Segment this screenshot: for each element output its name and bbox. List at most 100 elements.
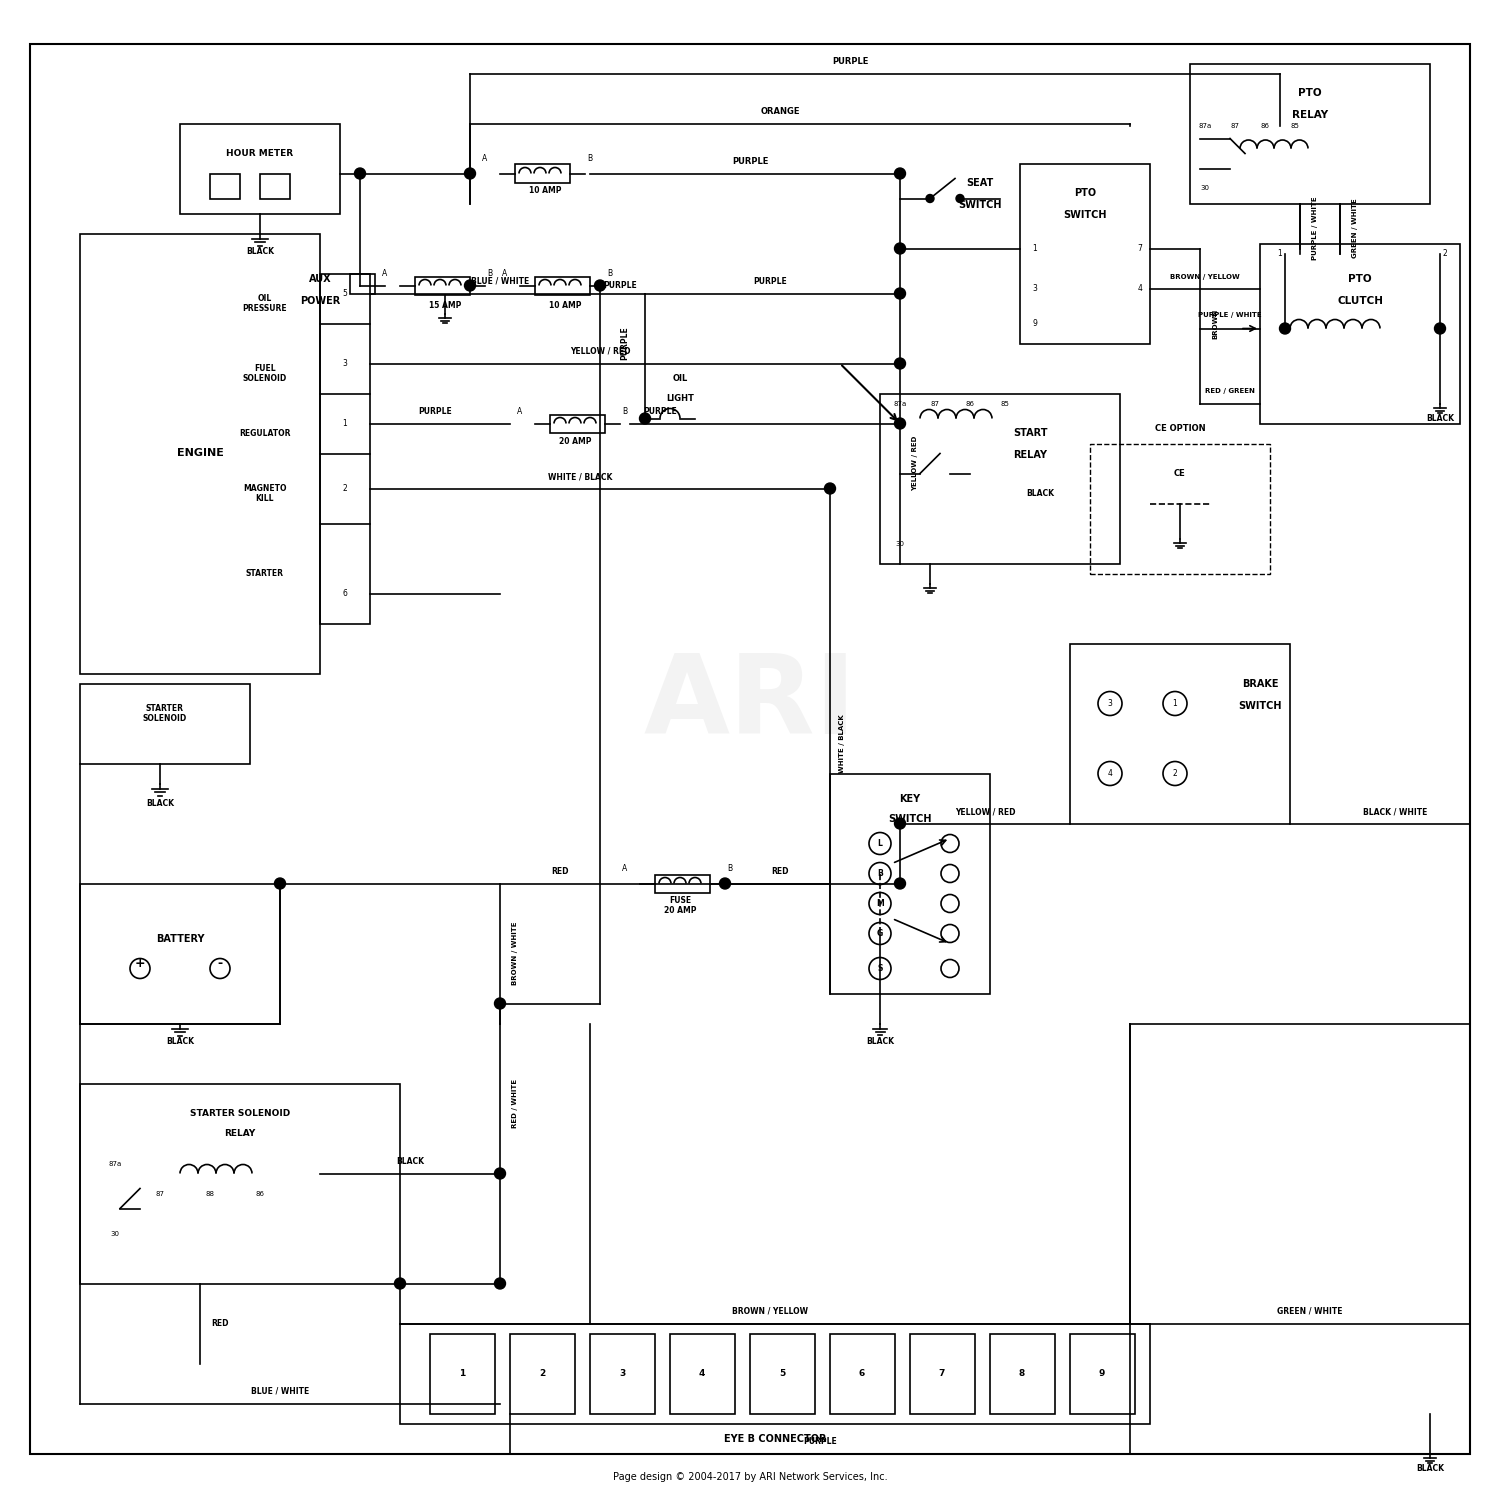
Text: 85: 85 <box>1000 401 1010 407</box>
Text: B: B <box>622 407 627 416</box>
Bar <box>350 273 375 294</box>
Text: BLACK: BLACK <box>865 1037 894 1046</box>
Text: 3: 3 <box>342 359 348 368</box>
Text: A: A <box>503 270 507 277</box>
Circle shape <box>894 818 906 829</box>
Text: 20 AMP: 20 AMP <box>558 437 591 446</box>
Circle shape <box>594 280 606 291</box>
Text: BROWN / YELLOW: BROWN / YELLOW <box>732 1307 809 1316</box>
Circle shape <box>720 879 730 889</box>
Text: BLACK: BLACK <box>166 1037 194 1046</box>
Bar <box>1020 163 1150 344</box>
Text: YELLOW / RED: YELLOW / RED <box>570 347 630 356</box>
Text: WHITE / BLACK: WHITE / BLACK <box>839 714 844 773</box>
Text: FUSE
20 AMP: FUSE 20 AMP <box>663 895 696 915</box>
Text: 3: 3 <box>1032 283 1038 292</box>
Text: OIL: OIL <box>672 374 687 383</box>
Text: BLUE / WHITE: BLUE / WHITE <box>471 277 530 286</box>
Bar <box>990 1334 1054 1414</box>
Circle shape <box>495 1278 506 1288</box>
Circle shape <box>1434 322 1446 335</box>
Bar <box>1070 643 1290 823</box>
Text: KEY: KEY <box>900 794 921 803</box>
Circle shape <box>274 879 285 889</box>
Circle shape <box>640 414 650 422</box>
Text: G: G <box>878 928 884 937</box>
Bar <box>536 276 590 294</box>
Text: RED: RED <box>211 1319 228 1328</box>
Bar <box>830 773 990 993</box>
Text: Page design © 2004-2017 by ARI Network Services, Inc.: Page design © 2004-2017 by ARI Network S… <box>612 1471 888 1481</box>
Bar <box>400 1323 1150 1424</box>
Text: 87: 87 <box>930 401 939 407</box>
Bar <box>656 874 710 892</box>
Text: OIL
PRESSURE: OIL PRESSURE <box>243 294 288 313</box>
Text: SWITCH: SWITCH <box>1064 211 1107 220</box>
Bar <box>80 684 251 764</box>
Text: SWITCH: SWITCH <box>1239 701 1281 710</box>
Text: 2: 2 <box>342 484 348 493</box>
Circle shape <box>956 194 964 202</box>
Bar <box>430 1334 495 1414</box>
Text: 10 AMP: 10 AMP <box>549 301 582 310</box>
Text: START: START <box>1013 428 1047 439</box>
Text: PURPLE: PURPLE <box>419 407 452 416</box>
Text: L: L <box>878 839 882 848</box>
Bar <box>590 1334 656 1414</box>
Text: PURPLE: PURPLE <box>603 280 638 289</box>
Text: 1: 1 <box>1173 699 1178 708</box>
Circle shape <box>894 288 906 298</box>
Text: M: M <box>876 900 884 909</box>
Bar <box>670 1334 735 1414</box>
Text: ENGINE: ENGINE <box>177 449 224 458</box>
Text: PTO: PTO <box>1348 273 1372 283</box>
Bar <box>180 124 340 214</box>
Bar <box>80 1084 401 1284</box>
Text: 86: 86 <box>255 1191 264 1197</box>
Text: YELLOW / RED: YELLOW / RED <box>954 808 1016 815</box>
Text: BLACK / WHITE: BLACK / WHITE <box>1364 808 1426 815</box>
Text: 30: 30 <box>111 1231 120 1237</box>
Text: RELAY: RELAY <box>1292 110 1328 121</box>
Text: B: B <box>878 870 884 879</box>
Text: GREEN / WHITE: GREEN / WHITE <box>1352 199 1358 258</box>
Text: PURPLE / WHITE: PURPLE / WHITE <box>1312 197 1318 261</box>
Circle shape <box>495 1168 506 1178</box>
Bar <box>750 1334 814 1414</box>
Bar <box>514 164 570 182</box>
Text: STARTER SOLENOID: STARTER SOLENOID <box>190 1109 290 1118</box>
Text: 15 AMP: 15 AMP <box>429 301 460 310</box>
Text: BROWN: BROWN <box>1212 309 1218 339</box>
Text: ORANGE: ORANGE <box>760 107 800 116</box>
Circle shape <box>495 998 506 1010</box>
Circle shape <box>465 167 476 179</box>
Text: 5: 5 <box>778 1368 784 1377</box>
Bar <box>910 1334 975 1414</box>
Text: RELAY: RELAY <box>1013 451 1047 461</box>
Text: +: + <box>135 957 146 971</box>
Text: BLACK: BLACK <box>246 247 274 256</box>
Bar <box>320 273 370 624</box>
Text: 88: 88 <box>206 1191 214 1197</box>
Text: 87: 87 <box>1230 122 1239 128</box>
Text: 87a: 87a <box>108 1160 122 1166</box>
Text: B: B <box>488 270 492 277</box>
Bar <box>1070 1334 1136 1414</box>
Text: A: A <box>483 154 488 163</box>
Text: CE: CE <box>1174 469 1186 478</box>
Text: AUX: AUX <box>309 273 332 283</box>
Text: ARI: ARI <box>644 650 856 757</box>
Text: PURPLE: PURPLE <box>802 1438 837 1447</box>
Text: BLACK: BLACK <box>146 799 174 808</box>
Text: A: A <box>622 864 627 873</box>
Text: B: B <box>588 154 592 163</box>
Bar <box>1190 63 1430 203</box>
Text: YELLOW / RED: YELLOW / RED <box>912 436 918 491</box>
Text: 3: 3 <box>1107 699 1113 708</box>
Text: 30: 30 <box>1200 185 1209 191</box>
Text: 86: 86 <box>966 401 975 407</box>
Text: 1: 1 <box>342 419 348 428</box>
Text: 5: 5 <box>342 289 348 298</box>
Text: BROWN / YELLOW: BROWN / YELLOW <box>1170 273 1240 279</box>
Circle shape <box>894 879 906 889</box>
